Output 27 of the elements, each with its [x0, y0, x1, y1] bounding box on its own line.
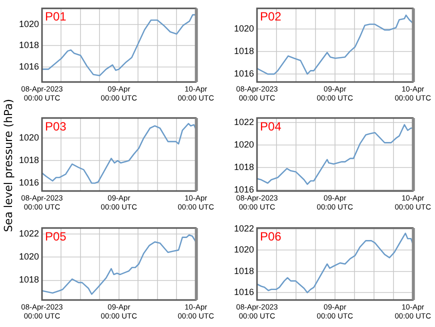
- y-tick-label: 1018: [18, 40, 39, 50]
- y-tick-label: 1020: [234, 139, 254, 150]
- y-tick-label: 1022: [234, 224, 254, 234]
- y-tick-label: 1022: [18, 228, 39, 238]
- y-tick-label: 1022: [234, 116, 254, 127]
- chart-title: P01: [45, 10, 67, 24]
- y-tick-label: 1018: [18, 155, 39, 166]
- y-tick-label: 1018: [234, 46, 254, 56]
- y-axis-title: Sea level pressure (hPa): [2, 98, 15, 232]
- y-tick-label: 1016: [234, 184, 254, 194]
- chart-title: P06: [260, 229, 282, 244]
- y-tick-label: 1020: [18, 132, 39, 143]
- chart-title: P04: [260, 119, 282, 134]
- y-tick-label: 1016: [18, 62, 39, 72]
- chart-title: P03: [45, 119, 67, 134]
- y-tick-label: 1020: [234, 23, 254, 34]
- y-tick-label: 1020: [234, 244, 254, 255]
- y-tick-label: 1018: [234, 162, 254, 172]
- chart-title: P02: [260, 10, 282, 24]
- chart-title: P05: [45, 229, 67, 244]
- y-tick-label: 1016: [18, 178, 39, 188]
- y-tick-label: 1016: [234, 287, 254, 298]
- y-tick-label: 1020: [18, 18, 39, 29]
- y-tick-label: 1018: [18, 274, 39, 285]
- y-tick-label: 1016: [234, 68, 254, 79]
- y-tick-label: 1020: [18, 252, 39, 262]
- y-tick-label: 1018: [234, 266, 254, 276]
